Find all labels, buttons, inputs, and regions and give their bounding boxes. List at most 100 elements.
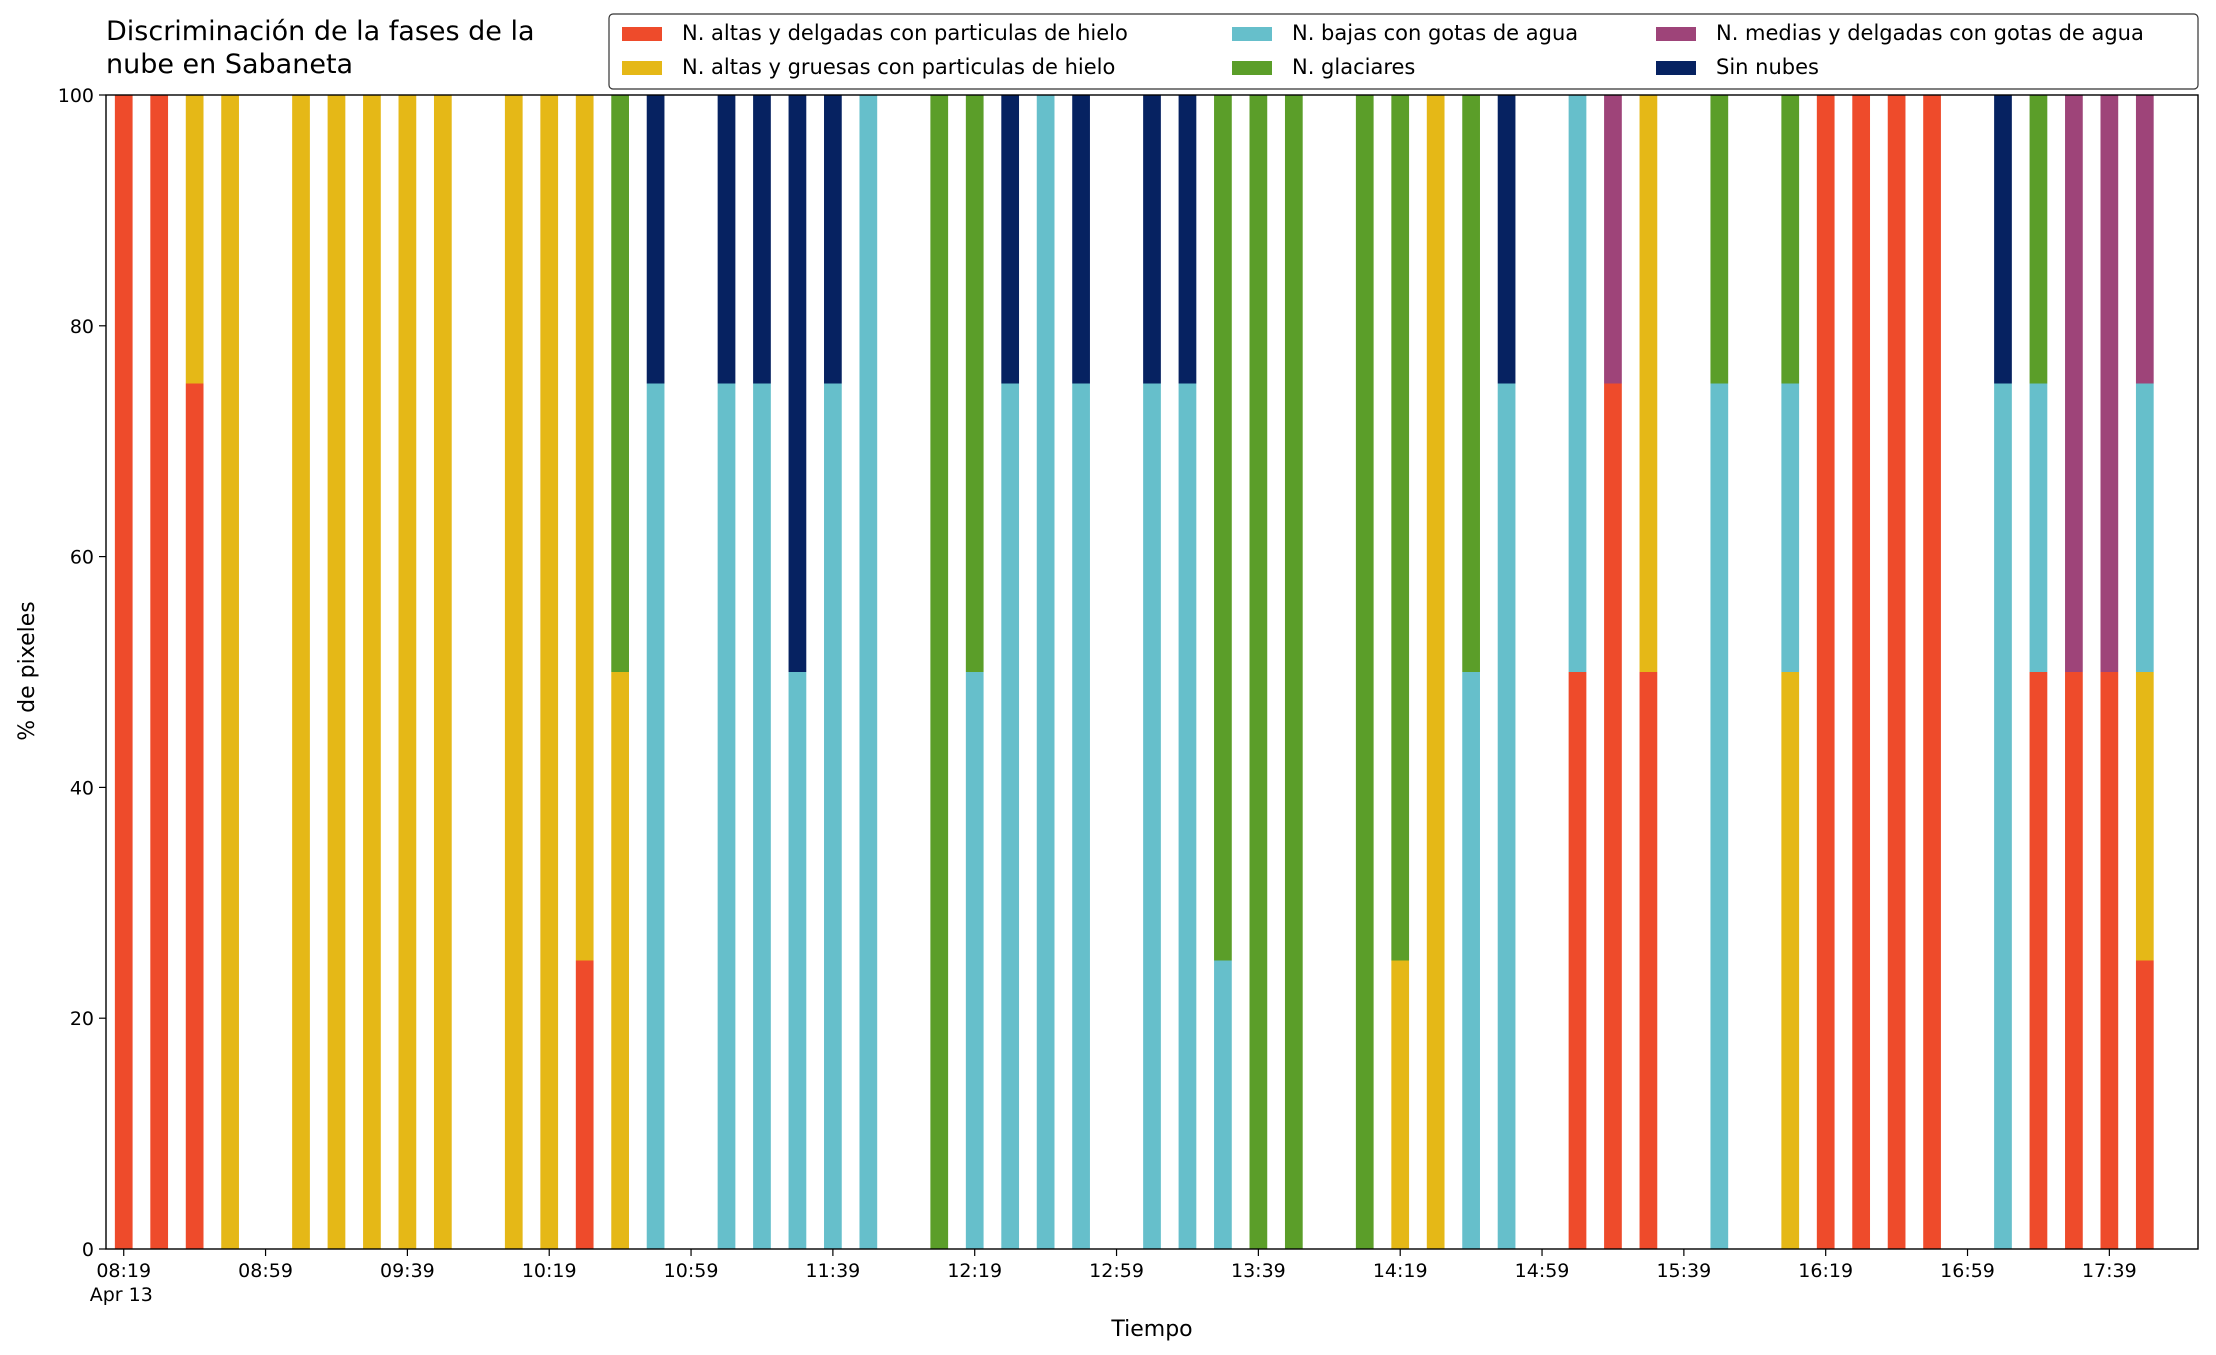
bar-segment bbox=[2065, 672, 2083, 1249]
y-tick-label: 40 bbox=[70, 777, 94, 799]
bar-segment bbox=[1710, 383, 1729, 1249]
bar-segment bbox=[611, 672, 629, 1249]
bar-segment bbox=[753, 95, 771, 384]
bar-segment bbox=[504, 95, 523, 1249]
chart-title: Discriminación de la fases de la nube en … bbox=[106, 16, 535, 80]
bar-segment bbox=[185, 383, 204, 1249]
bar-segment bbox=[2100, 95, 2119, 672]
x-tick-label: 08:59 bbox=[238, 1260, 293, 1282]
legend-swatch bbox=[1232, 27, 1272, 41]
bar-segment bbox=[221, 95, 239, 1249]
x-tick-label: 10:59 bbox=[664, 1260, 719, 1282]
bar-segment bbox=[930, 95, 949, 1249]
bar-segment bbox=[1462, 672, 1480, 1249]
bar-segment bbox=[1249, 95, 1268, 1249]
bar-segment bbox=[1816, 95, 1835, 1249]
bar-segment bbox=[753, 383, 771, 1249]
x-axis-label: Tiempo bbox=[1110, 1317, 1192, 1342]
plot-frame bbox=[105, 94, 2199, 1250]
bar-segment bbox=[1994, 383, 2012, 1249]
legend-swatch bbox=[1232, 61, 1272, 75]
x-date-label: Apr 13 bbox=[90, 1284, 153, 1306]
bar-segment bbox=[1143, 383, 1161, 1249]
bar-segment bbox=[1497, 383, 1516, 1249]
x-tick-label: 16:19 bbox=[1798, 1260, 1853, 1282]
x-tick-label: 11:39 bbox=[805, 1260, 860, 1282]
legend-swatch bbox=[1656, 27, 1696, 41]
x-tick-label: 17:39 bbox=[2082, 1260, 2137, 1282]
legend-box bbox=[608, 13, 2199, 90]
x-tick-label: 10:19 bbox=[522, 1260, 577, 1282]
y-tick-label: 60 bbox=[70, 547, 94, 569]
bar-segment bbox=[114, 95, 133, 1249]
bar-segment bbox=[2029, 95, 2048, 384]
bar-segment bbox=[1639, 95, 1658, 672]
bar-segment bbox=[1462, 95, 1480, 672]
y-tick-label: 100 bbox=[58, 85, 94, 107]
bar-segment bbox=[1284, 95, 1303, 1249]
x-tick-label: 12:19 bbox=[947, 1260, 1002, 1282]
bar-segment bbox=[1710, 95, 1729, 384]
bar-segment bbox=[646, 95, 665, 384]
x-tick-label: 08:19 bbox=[96, 1260, 151, 1282]
bar-segment bbox=[1001, 95, 1020, 384]
y-axis-label: % de pixeles bbox=[15, 601, 40, 740]
bar-segment bbox=[1497, 95, 1516, 384]
bar-segment bbox=[1639, 672, 1658, 1249]
y-tick-label: 20 bbox=[70, 1008, 94, 1030]
bar-segment bbox=[1604, 95, 1622, 384]
bar-segment bbox=[2065, 95, 2083, 672]
bar-segment bbox=[2135, 95, 2154, 384]
x-tick-label: 12:59 bbox=[1089, 1260, 1144, 1282]
x-tick-label: 15:39 bbox=[1656, 1260, 1711, 1282]
bar-segment bbox=[824, 383, 842, 1249]
bar-segment bbox=[1036, 95, 1055, 1249]
bar-segment bbox=[1781, 383, 1800, 672]
legend-label: N. altas y gruesas con particulas de hie… bbox=[682, 55, 1115, 79]
bar-segment bbox=[788, 95, 807, 672]
bar-segment bbox=[1568, 672, 1587, 1249]
bar-segment bbox=[717, 383, 736, 1249]
bar-segment bbox=[1426, 95, 1445, 1249]
bar-segment bbox=[1994, 95, 2012, 384]
bar-segment bbox=[575, 960, 594, 1249]
bar-segment bbox=[1214, 960, 1232, 1249]
legend-label: N. glaciares bbox=[1292, 55, 1415, 79]
bar-segment bbox=[433, 95, 452, 1249]
bar-segment bbox=[1355, 95, 1374, 1249]
legend-label: N. bajas con gotas de agua bbox=[1292, 21, 1578, 45]
bar-segment bbox=[965, 95, 984, 672]
legend-swatch bbox=[622, 27, 662, 41]
bar-segment bbox=[150, 95, 169, 1249]
x-tick-label: 14:19 bbox=[1373, 1260, 1428, 1282]
bar-segment bbox=[2100, 672, 2119, 1249]
bar-segment bbox=[1923, 95, 1941, 1249]
bar-segment bbox=[1887, 95, 1906, 1249]
bar-segment bbox=[1143, 95, 1161, 384]
bar-segment bbox=[717, 95, 736, 384]
bar-segment bbox=[1391, 960, 1410, 1249]
y-tick-label: 0 bbox=[82, 1239, 94, 1261]
bar-segment bbox=[2135, 960, 2154, 1249]
bar-segment bbox=[327, 95, 346, 1249]
bar-segment bbox=[1852, 95, 1871, 1249]
bar-segment bbox=[2135, 383, 2154, 672]
bar-segment bbox=[1604, 383, 1622, 1249]
bar-segment bbox=[2135, 672, 2154, 961]
x-tick-label: 16:59 bbox=[1940, 1260, 1995, 1282]
x-tick-label: 14:59 bbox=[1515, 1260, 1570, 1282]
bar-segment bbox=[1178, 383, 1197, 1249]
bar-segment bbox=[859, 95, 878, 1249]
bar-segment bbox=[611, 95, 629, 672]
x-tick-label: 13:39 bbox=[1231, 1260, 1286, 1282]
bar-segment bbox=[965, 672, 984, 1249]
legend-swatch bbox=[622, 61, 662, 75]
x-tick-label: 09:39 bbox=[380, 1260, 435, 1282]
bar-segment bbox=[824, 95, 842, 384]
bar-segment bbox=[1072, 383, 1090, 1249]
y-tick-label: 80 bbox=[70, 316, 94, 338]
bar-segment bbox=[788, 672, 807, 1249]
bar-segment bbox=[1001, 383, 1020, 1249]
